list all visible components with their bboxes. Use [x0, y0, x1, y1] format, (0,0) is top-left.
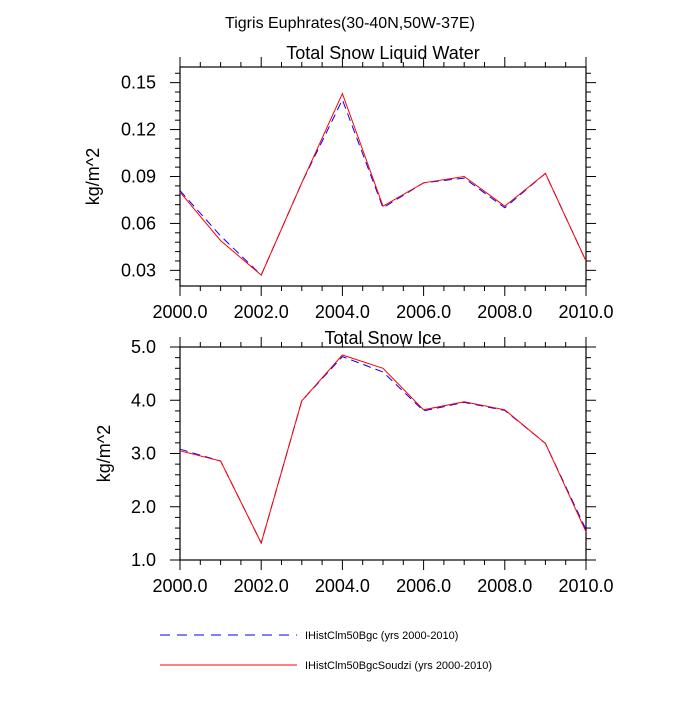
figure-title: Tigris Euphrates(30-40N,50W-37E)	[225, 15, 475, 32]
y-tick-label: 0.15	[121, 73, 156, 93]
x-tick-label: 2002.0	[234, 302, 289, 322]
legend-entry-1: IHistClm50Bgc (yrs 2000-2010)	[160, 630, 458, 642]
y-tick-label: 1.0	[131, 550, 156, 570]
x-tick-label: 2006.0	[396, 576, 451, 596]
y-tick-label: 4.0	[131, 390, 156, 410]
y-tick-label: 0.06	[121, 213, 156, 233]
x-tick-label: 2002.0	[234, 576, 289, 596]
legend-label: IHistClm50BgcSoudzi (yrs 2000-2010)	[305, 660, 492, 672]
x-tick-label: 2004.0	[315, 576, 370, 596]
x-tick-label: 2000.0	[152, 302, 207, 322]
x-tick-label: 2008.0	[477, 576, 532, 596]
series-line-1	[179, 98, 587, 276]
legend-entry-2: IHistClm50BgcSoudzi (yrs 2000-2010)	[160, 660, 492, 672]
x-tick-label: 2008.0	[477, 302, 532, 322]
chart-panel-2: Total Snow Ice 2000.0 2002.0 2004.0 2006.0 20…	[94, 328, 614, 596]
x-tick-label: 2004.0	[315, 302, 370, 322]
chart-panel-1: Total Snow Liquid Water 2000.0 2002.0 2004.…	[83, 43, 614, 322]
y-axis-label: kg/m^2	[83, 148, 103, 205]
series-line-2	[179, 92, 587, 276]
legend: IHistClm50Bgc (yrs 2000-2010) IHistClm50B…	[160, 630, 492, 672]
chart-title: Total Snow Ice	[324, 328, 441, 348]
chart-panels: Total Snow Liquid Water 2000.0 2002.0 2004.…	[83, 43, 614, 596]
y-tick-label: 0.03	[121, 260, 156, 280]
plot-frame	[179, 66, 587, 287]
y-tick-label: 3.0	[131, 444, 156, 464]
x-tick-label: 2000.0	[152, 576, 207, 596]
x-tick-label: 2010.0	[558, 302, 613, 322]
series-line-2	[179, 354, 587, 545]
y-tick-label: 0.12	[121, 120, 156, 140]
y-axis-label: kg/m^2	[94, 425, 114, 482]
y-tick-label: 5.0	[131, 337, 156, 357]
legend-label: IHistClm50Bgc (yrs 2000-2010)	[305, 630, 458, 642]
x-tick-label: 2010.0	[558, 576, 613, 596]
plot-frame	[179, 346, 587, 561]
y-tick-label: 2.0	[131, 497, 156, 517]
series-line-1	[179, 356, 587, 545]
x-tick-label: 2006.0	[396, 302, 451, 322]
chart-title: Total Snow Liquid Water	[286, 43, 479, 63]
y-tick-label: 0.09	[121, 167, 156, 187]
